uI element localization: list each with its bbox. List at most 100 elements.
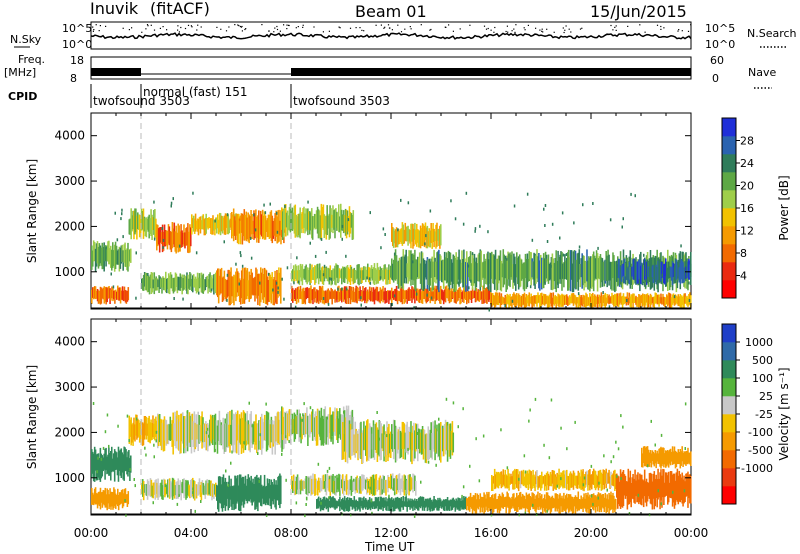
heatmap-cell	[210, 416, 213, 444]
heatmap-cell	[261, 486, 264, 499]
heatmap-cell	[381, 498, 383, 508]
heatmap-cell	[306, 476, 308, 495]
heatmap-cell	[628, 261, 631, 285]
heatmap-cell	[311, 411, 313, 433]
heatmap-cell	[217, 268, 219, 298]
heatmap-cell	[637, 261, 639, 284]
heatmap-cell	[427, 231, 430, 247]
heatmap-cell	[610, 296, 612, 304]
heatmap-cell	[298, 270, 301, 285]
heatmap-cell	[255, 209, 257, 237]
heatmap-cell	[430, 422, 432, 458]
heatmap-cell	[437, 251, 439, 290]
heatmap-cell	[243, 411, 246, 446]
heatmap-cell	[436, 424, 438, 454]
heatmap-cell	[241, 268, 244, 304]
heatmap-cell	[354, 270, 357, 283]
heatmap-cell	[317, 267, 320, 285]
heatmap-cell	[630, 483, 632, 508]
heatmap-cell	[450, 500, 453, 511]
heatmap-cell	[267, 412, 270, 446]
heatmap-cell	[568, 473, 571, 491]
heatmap-cell	[390, 265, 392, 278]
heatmap-cell	[215, 482, 217, 497]
heatmap-cell	[165, 230, 168, 245]
heatmap-cell	[264, 486, 267, 506]
heatmap-cell	[387, 270, 389, 285]
heatmap-speck	[265, 513, 268, 517]
heatmap-cell	[182, 278, 184, 291]
heatmap-speck	[430, 296, 433, 300]
heatmap-cell	[683, 451, 685, 464]
heatmap-cell	[352, 480, 355, 492]
heatmap-cell	[421, 496, 424, 511]
heatmap-cell	[584, 498, 586, 509]
heatmap-cell	[252, 478, 254, 503]
colorbar-swatch	[722, 468, 736, 487]
heatmap-cell	[438, 287, 440, 301]
colorbar-swatch	[722, 136, 736, 155]
heatmap-cell	[586, 294, 588, 307]
heatmap-cell	[657, 453, 659, 464]
heatmap-cell	[279, 412, 281, 443]
heatmap-cell	[133, 210, 135, 240]
heatmap-cell	[196, 485, 199, 496]
heatmap-cell	[623, 474, 626, 496]
heatmap-cell	[351, 409, 354, 437]
heatmap-cell	[188, 278, 190, 289]
heatmap-cell	[108, 494, 110, 509]
heatmap-cell	[408, 474, 410, 496]
heatmap-cell	[394, 288, 397, 301]
heatmap-speck	[598, 481, 600, 485]
heatmap-cell	[178, 484, 181, 496]
heatmap-cell	[119, 492, 122, 505]
heatmap-cell	[514, 468, 516, 490]
heatmap-cell	[309, 211, 311, 235]
heatmap-cell	[222, 217, 225, 231]
heatmap-cell	[282, 211, 284, 240]
heatmap-cell	[384, 500, 386, 507]
heatmap-cell	[341, 214, 344, 231]
heatmap-cell	[336, 474, 338, 493]
heatmap-speck	[249, 236, 252, 240]
heatmap-cell	[572, 251, 575, 292]
heatmap-speck	[488, 308, 490, 312]
heatmap-cell	[104, 448, 106, 480]
heatmap-cell	[302, 413, 304, 434]
heatmap-cell	[105, 286, 107, 305]
heatmap-cell	[553, 498, 556, 508]
heatmap-cell	[359, 497, 361, 512]
heatmap-cell	[500, 496, 503, 508]
nsearch-dot	[363, 30, 365, 32]
heatmap-cell	[295, 416, 298, 434]
heatmap-cell	[393, 500, 396, 511]
heatmap-cell	[223, 481, 226, 506]
heatmap-cell	[371, 475, 374, 496]
heatmap-cell	[239, 418, 242, 445]
heatmap-cell	[584, 295, 586, 307]
colorbar-swatch	[722, 190, 736, 209]
heatmap-cell	[230, 267, 232, 305]
heatmap-cell	[483, 290, 485, 304]
heatmap-cell	[150, 209, 152, 236]
heatmap-speck	[284, 205, 286, 208]
heatmap-speck	[285, 478, 287, 482]
heatmap-cell	[381, 270, 383, 280]
nsearch-dot	[568, 28, 570, 30]
heatmap-cell	[343, 286, 346, 300]
heatmap-cell	[645, 261, 648, 285]
heatmap-cell	[517, 295, 519, 304]
heatmap-cell	[261, 209, 264, 240]
heatmap-cell	[116, 291, 118, 300]
heatmap-cell	[188, 231, 190, 254]
heatmap-cell	[132, 422, 134, 446]
heatmap-cell	[476, 291, 479, 300]
heatmap-cell	[192, 215, 195, 232]
heatmap-cell	[432, 421, 434, 450]
heatmap-cell	[298, 409, 300, 442]
heatmap-cell	[360, 421, 362, 459]
heatmap-speck	[544, 224, 546, 227]
heatmap-cell	[542, 499, 544, 514]
heatmap-cell	[502, 469, 505, 485]
heatmap-cell	[612, 492, 614, 513]
